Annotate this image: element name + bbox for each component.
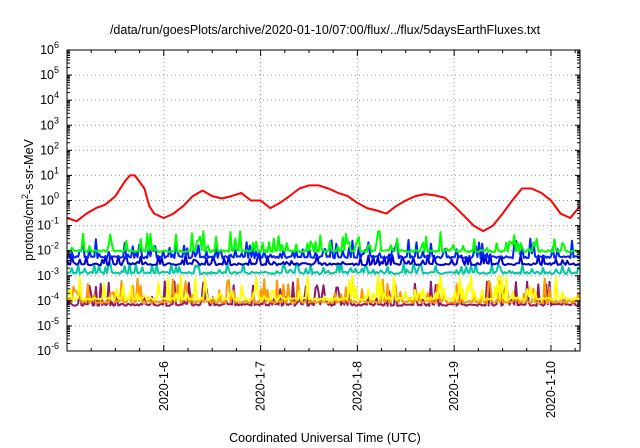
y-axis-label-suffix: -s-sr-MeV — [22, 138, 36, 194]
series-group — [66, 174, 581, 307]
y-tick-label-exp: -6 — [51, 341, 59, 351]
y-axis-label-prefix: protons/cm — [22, 199, 36, 261]
x-tick-label: 2020-1-6 — [157, 361, 171, 411]
y-tick-label: 104 — [40, 90, 59, 107]
y-tick-label: 10-2 — [37, 241, 59, 258]
y-tick-label-exp: -2 — [51, 241, 59, 251]
y-tick-label-exp: 1 — [54, 165, 59, 175]
y-tick-label-exp: 5 — [54, 65, 59, 75]
y-tick-label-base: 10 — [37, 219, 51, 233]
y-tick-label: 10-1 — [37, 216, 59, 233]
series-line — [66, 174, 581, 233]
y-tick-label: 10-6 — [37, 341, 59, 358]
y-tick-label: 106 — [40, 40, 59, 57]
series-line — [66, 274, 581, 301]
y-tick-label-base: 10 — [40, 43, 54, 57]
x-tick-label: 2020-1-8 — [350, 361, 364, 411]
y-tick-label-exp: -4 — [51, 291, 59, 301]
y-tick-label-base: 10 — [40, 168, 54, 182]
y-tick-label-exp: -3 — [51, 266, 59, 276]
y-tick-label-exp: 3 — [54, 115, 59, 125]
y-tick-label-base: 10 — [37, 269, 51, 283]
y-tick-label: 103 — [40, 115, 59, 132]
series-line — [66, 230, 581, 254]
y-tick-label-exp: -5 — [51, 316, 59, 326]
y-tick-label-base: 10 — [40, 143, 54, 157]
series-line — [66, 262, 581, 275]
y-tick-label: 101 — [40, 165, 59, 182]
x-tick-label: 2020-1-9 — [447, 361, 461, 411]
x-tick-label: 2020-1-10 — [544, 361, 558, 418]
y-tick-label-exp: 4 — [54, 90, 59, 100]
y-tick-label-base: 10 — [40, 118, 54, 132]
chart-title: /data/run/goesPlots/archive/2020-01-10/0… — [110, 23, 541, 37]
y-tick-label: 10-4 — [37, 291, 59, 308]
y-tick-label-base: 10 — [40, 194, 54, 208]
x-axis: 2020-1-6 2020-1-7 2020-1-8 2020-1-9 2020-1-1… — [90, 50, 576, 418]
y-tick-label-base: 10 — [40, 68, 54, 82]
y-tick-label: 10-3 — [37, 266, 59, 283]
y-tick-label-exp: 2 — [54, 140, 59, 150]
y-tick-label-base: 10 — [37, 344, 51, 358]
x-axis-label: Coordinated Universal Time (UTC) — [229, 431, 421, 445]
y-tick-label-exp: 6 — [54, 40, 59, 50]
y-tick-label-base: 10 — [37, 319, 51, 333]
y-tick-label-base: 10 — [37, 244, 51, 258]
series-line — [66, 277, 581, 305]
x-tick-label: 2020-1-7 — [254, 361, 268, 411]
y-tick-label-exp: 0 — [54, 191, 59, 201]
y-tick-label-base: 10 — [40, 93, 54, 107]
y-tick-label-base: 10 — [37, 294, 51, 308]
y-axis: 10-610-510-410-310-210-11001011021031041… — [37, 40, 580, 358]
series-line — [66, 253, 581, 267]
y-tick-label: 105 — [40, 65, 59, 82]
y-axis-label: protons/cm2-s-sr-MeV — [20, 138, 36, 260]
y-tick-label: 100 — [40, 191, 59, 208]
y-axis-label-sup: 2 — [20, 194, 30, 199]
y-tick-label-exp: -1 — [51, 216, 59, 226]
y-tick-label: 102 — [40, 140, 59, 157]
y-tick-label: 10-5 — [37, 316, 59, 333]
